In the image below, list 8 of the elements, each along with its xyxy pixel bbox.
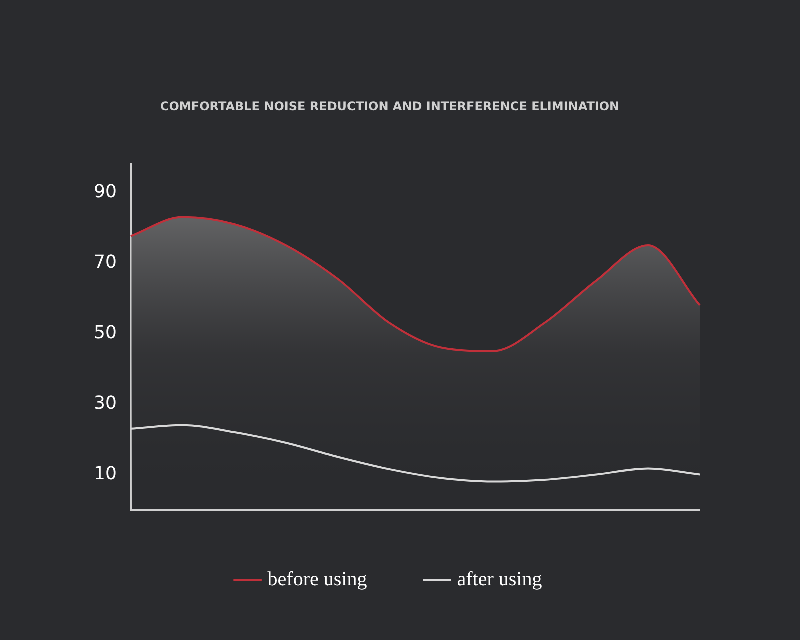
legend-label: before using	[268, 568, 368, 590]
y-tick-label: 90	[94, 181, 117, 202]
y-tick-label: 10	[94, 463, 117, 484]
y-tick-label: 70	[94, 252, 117, 273]
legend-label: after using	[457, 568, 542, 590]
chart-title: COMFORTABLE NOISE REDUCTION AND INTERFERENCE ELIMINATION	[160, 99, 620, 114]
y-tick-label: 50	[94, 322, 117, 344]
y-tick-label: 30	[94, 392, 117, 414]
